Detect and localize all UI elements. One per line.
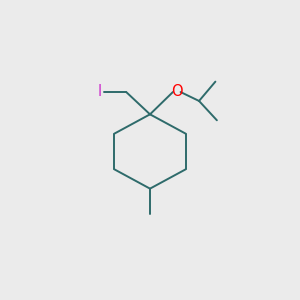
Text: O: O xyxy=(171,84,183,99)
Text: I: I xyxy=(97,84,102,99)
